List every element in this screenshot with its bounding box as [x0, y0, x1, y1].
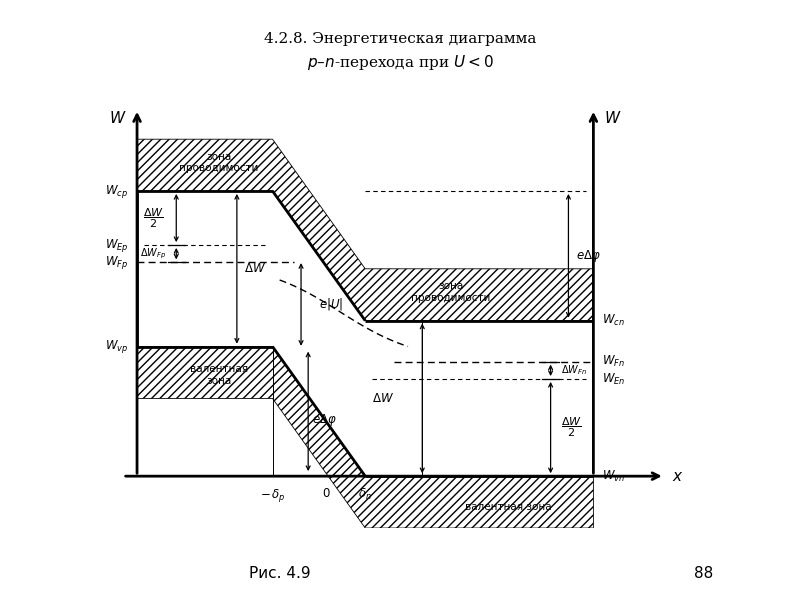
Text: 4.2.8. Энергетическая диаграмма: 4.2.8. Энергетическая диаграмма	[264, 32, 536, 46]
Text: $\Delta W_{Fp}$: $\Delta W_{Fp}$	[140, 247, 166, 261]
Text: $e|U|$: $e|U|$	[319, 296, 343, 313]
Polygon shape	[137, 347, 594, 528]
Text: $W_{Fp}$: $W_{Fp}$	[106, 254, 129, 271]
Text: 88: 88	[694, 565, 714, 581]
Text: $W_{Fn}$: $W_{Fn}$	[602, 354, 625, 369]
Text: $\Delta W$: $\Delta W$	[372, 392, 394, 405]
Text: $\Delta W_{Fn}$: $\Delta W_{Fn}$	[562, 364, 587, 377]
Text: валентная зона: валентная зона	[465, 502, 551, 512]
Text: $W_{cn}$: $W_{cn}$	[602, 313, 625, 328]
Text: $\Delta W$: $\Delta W$	[244, 262, 266, 275]
Text: $W$: $W$	[604, 110, 622, 125]
Text: $W_{Ep}$: $W_{Ep}$	[105, 236, 129, 254]
Text: $W_{vp}$: $W_{vp}$	[105, 338, 129, 355]
Text: $e\Delta\varphi$: $e\Delta\varphi$	[575, 248, 601, 264]
Text: $\dfrac{\Delta W}{2}$: $\dfrac{\Delta W}{2}$	[143, 206, 164, 230]
Text: $W_{vn}$: $W_{vn}$	[602, 469, 625, 484]
Text: Рис. 4.9: Рис. 4.9	[249, 565, 311, 581]
Text: $x$: $x$	[672, 469, 683, 484]
Text: $-\,\delta_p$: $-\,\delta_p$	[260, 487, 286, 504]
Text: валентная
зона: валентная зона	[190, 364, 248, 386]
Polygon shape	[137, 139, 594, 320]
Text: $0$: $0$	[322, 487, 330, 500]
Text: $e\Delta\varphi$: $e\Delta\varphi$	[312, 412, 337, 428]
Text: $p$–$n$-перехода при $U < 0$: $p$–$n$-перехода при $U < 0$	[306, 53, 494, 73]
Text: $W_{En}$: $W_{En}$	[602, 371, 626, 386]
Text: зона
проводимости: зона проводимости	[411, 281, 490, 303]
Text: $\delta_n$: $\delta_n$	[358, 487, 372, 502]
Text: зона
проводимости: зона проводимости	[179, 152, 258, 173]
Text: $W_{cp}$: $W_{cp}$	[106, 182, 129, 200]
Text: $\dfrac{\Delta W}{2}$: $\dfrac{\Delta W}{2}$	[562, 416, 582, 439]
Text: $W$: $W$	[109, 110, 126, 125]
